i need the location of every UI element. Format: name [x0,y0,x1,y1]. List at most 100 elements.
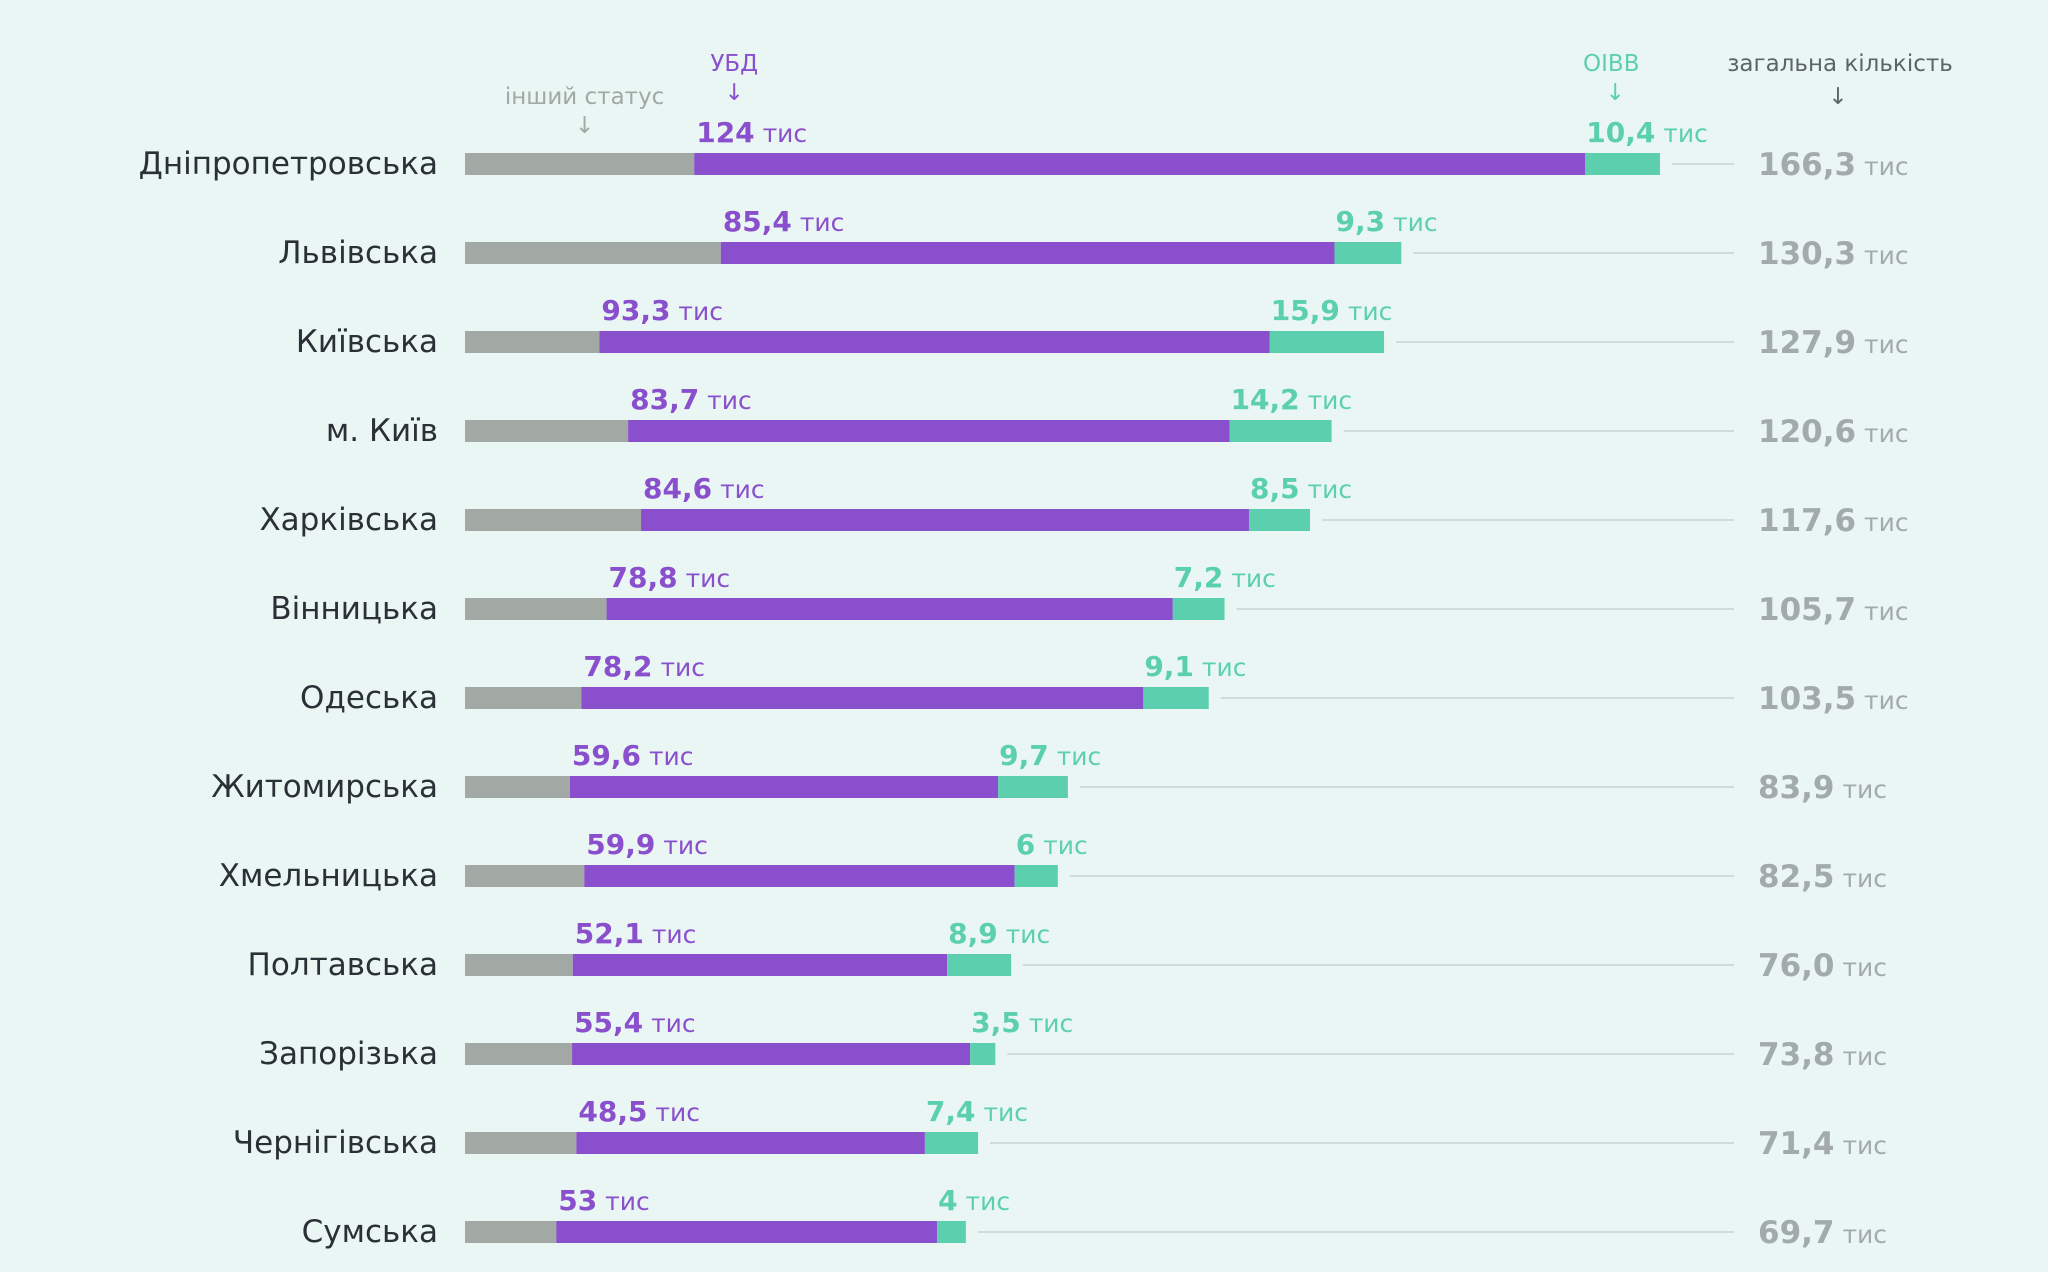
ubd-value: 59,6 [572,739,641,772]
total-unit: тис [1835,864,1888,893]
total-value: 76,0 [1758,948,1835,984]
ubd-data-label: 48,5 тис [578,1095,700,1128]
ubd-data-label: 124 тис [696,116,807,149]
bar-ubd [556,1221,938,1243]
region-label: Одеська [300,680,438,716]
ubd-data-label: 59,6 тис [572,739,694,772]
oivv-unit: тис [958,1187,1011,1216]
region-label: Полтавська [248,947,438,983]
ubd-unit: тис [699,386,752,415]
total-data-label: 166,3 тис [1758,147,1909,183]
total-value: 69,7 [1758,1215,1835,1251]
total-unit: тис [1835,1131,1888,1160]
legend-oivv-label: ОІВВ [1583,51,1639,77]
bar-oivv [1229,420,1332,442]
total-value: 120,6 [1758,414,1856,450]
legend-total-arrow: ↓ [1828,84,1847,110]
ubd-unit: тис [755,119,808,148]
oivv-data-label: 14,2 тис [1231,383,1353,416]
total-data-label: 76,0 тис [1758,948,1887,984]
ubd-unit: тис [647,1098,700,1127]
total-unit: тис [1856,241,1909,270]
bar-other [465,509,642,531]
bar-other [465,598,607,620]
total-data-label: 130,3 тис [1758,236,1909,272]
total-unit: тис [1856,686,1909,715]
oivv-data-label: 4 тис [938,1184,1010,1217]
legend-other-arrow: ↓ [575,113,594,139]
total-unit: тис [1835,1220,1888,1249]
ubd-unit: тис [641,742,694,771]
total-unit: тис [1835,775,1888,804]
bar-other [465,1132,577,1154]
region-label: Дніпропетровська [139,146,438,182]
oivv-unit: тис [1655,119,1708,148]
bar-oivv [1585,153,1660,175]
total-value: 127,9 [1758,325,1856,361]
legend-oivv-arrow: ↓ [1606,80,1625,106]
ubd-data-label: 55,4 тис [574,1006,696,1039]
bar-ubd [569,776,999,798]
oivv-data-label: 10,4 тис [1586,116,1708,149]
total-data-label: 120,6 тис [1758,414,1909,450]
oivv-value: 3,5 [971,1006,1021,1039]
total-value: 71,4 [1758,1126,1835,1162]
total-data-label: 105,7 тис [1758,592,1909,628]
region-label: Львівська [278,235,438,271]
bar-ubd [720,242,1335,264]
ubd-unit: тис [597,1187,650,1216]
bar-ubd [694,153,1586,175]
bar-oivv [998,776,1068,798]
ubd-value: 83,7 [630,383,699,416]
bar-other [465,1043,573,1065]
legend-other-label: інший статус [505,84,664,110]
bar-ubd [641,509,1249,531]
total-data-label: 82,5 тис [1758,859,1887,895]
bar-other [465,420,629,442]
ubd-unit: тис [792,208,845,237]
legend-total-label: загальна кількість [1727,51,1953,77]
total-value: 103,5 [1758,681,1856,717]
oivv-value: 8,9 [948,917,998,950]
oivv-value: 8,5 [1250,472,1300,505]
total-value: 130,3 [1758,236,1856,272]
total-value: 117,6 [1758,503,1856,539]
bar-oivv [924,1132,979,1154]
oivv-value: 9,1 [1144,650,1194,683]
bar-other [465,776,570,798]
total-data-label: 69,7 тис [1758,1215,1887,1251]
oivv-value: 9,7 [999,739,1049,772]
region-label: Запорізька [259,1036,438,1072]
ubd-unit: тис [643,1009,696,1038]
oivv-data-label: 8,9 тис [948,917,1050,950]
bar-oivv [1172,598,1225,620]
oivv-unit: тис [1194,653,1247,682]
oivv-unit: тис [1340,297,1393,326]
region-label: Харківська [259,502,438,538]
region-label: Сумська [302,1214,438,1250]
bar-oivv [937,1221,966,1243]
bar-ubd [628,420,1230,442]
ubd-data-label: 83,7 тис [630,383,752,416]
ubd-value: 78,2 [583,650,652,683]
oivv-data-label: 9,3 тис [1335,205,1437,238]
bar-other [465,687,582,709]
oivv-unit: тис [1035,831,1088,860]
oivv-value: 7,4 [926,1095,976,1128]
oivv-data-label: 6 тис [1016,828,1088,861]
total-data-label: 83,9 тис [1758,770,1887,806]
ubd-value: 78,8 [609,561,678,594]
oivv-unit: тис [1300,386,1353,415]
oivv-unit: тис [998,920,1051,949]
total-value: 83,9 [1758,770,1835,806]
region-label: Вінницька [270,591,438,627]
total-unit: тис [1856,330,1909,359]
region-label: Хмельницька [219,858,438,894]
region-label: Київська [296,324,438,360]
bar-oivv [947,954,1012,976]
bar-oivv [1143,687,1209,709]
bar-ubd [584,865,1015,887]
oivv-unit: тис [1385,208,1438,237]
ubd-unit: тис [655,831,708,860]
region-label: м. Київ [326,413,438,449]
